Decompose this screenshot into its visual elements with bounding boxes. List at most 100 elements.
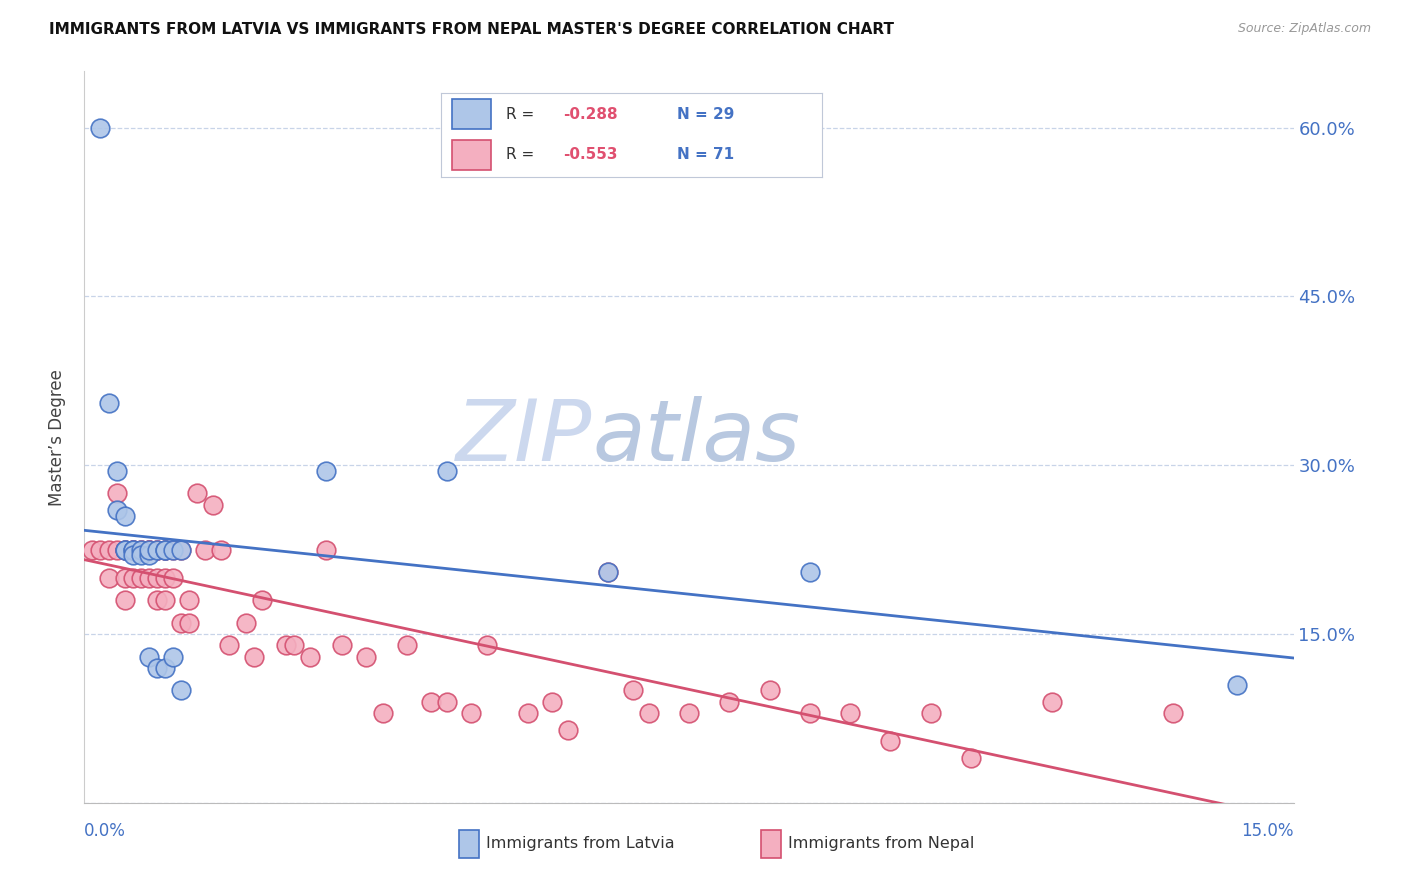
- Point: [153, 542, 176, 557]
- Text: ZIP: ZIP: [456, 395, 592, 479]
- Point: [121, 542, 143, 557]
- Point: [1040, 694, 1063, 708]
- Point: [153, 542, 176, 557]
- Point: [114, 542, 136, 557]
- Y-axis label: Master’s Degree: Master’s Degree: [48, 368, 66, 506]
- Point: [114, 508, 136, 523]
- Point: [799, 565, 821, 579]
- Point: [146, 542, 169, 557]
- Point: [920, 706, 942, 720]
- Point: [121, 542, 143, 557]
- Point: [170, 542, 193, 557]
- Point: [121, 542, 143, 557]
- Text: 15.0%: 15.0%: [1241, 822, 1294, 839]
- Point: [371, 706, 394, 720]
- Point: [598, 565, 620, 579]
- Point: [758, 683, 780, 698]
- Point: [194, 542, 217, 557]
- Point: [557, 723, 579, 737]
- Text: Immigrants from Latvia: Immigrants from Latvia: [486, 837, 675, 851]
- Point: [121, 571, 143, 585]
- Point: [162, 542, 184, 557]
- Point: [718, 694, 741, 708]
- Point: [114, 593, 136, 607]
- Point: [162, 649, 184, 664]
- Point: [146, 593, 169, 607]
- Point: [121, 542, 143, 557]
- Point: [420, 694, 443, 708]
- Point: [153, 571, 176, 585]
- Point: [153, 542, 176, 557]
- Point: [162, 571, 184, 585]
- Text: Source: ZipAtlas.com: Source: ZipAtlas.com: [1237, 22, 1371, 36]
- Point: [138, 542, 160, 557]
- Text: 0.0%: 0.0%: [84, 822, 127, 839]
- Point: [138, 542, 160, 557]
- Point: [170, 615, 193, 630]
- Point: [153, 593, 176, 607]
- Point: [242, 649, 264, 664]
- Point: [89, 542, 111, 557]
- Point: [138, 542, 160, 557]
- Bar: [460, 830, 478, 858]
- Point: [436, 464, 458, 478]
- Point: [598, 565, 620, 579]
- Point: [960, 751, 983, 765]
- Point: [436, 694, 458, 708]
- Point: [114, 542, 136, 557]
- Point: [114, 542, 136, 557]
- Point: [105, 486, 128, 500]
- Point: [274, 638, 297, 652]
- Point: [129, 542, 152, 557]
- Point: [1161, 706, 1184, 720]
- Point: [121, 548, 143, 562]
- Point: [186, 486, 208, 500]
- Point: [541, 694, 564, 708]
- Point: [395, 638, 418, 652]
- Point: [218, 638, 240, 652]
- Point: [129, 542, 152, 557]
- Point: [105, 464, 128, 478]
- Point: [235, 615, 257, 630]
- Point: [179, 615, 201, 630]
- Point: [146, 661, 169, 675]
- Point: [250, 593, 273, 607]
- Point: [89, 120, 111, 135]
- Point: [129, 571, 152, 585]
- Point: [153, 542, 176, 557]
- Point: [105, 542, 128, 557]
- Point: [209, 542, 232, 557]
- Point: [146, 571, 169, 585]
- Point: [129, 542, 152, 557]
- Point: [162, 542, 184, 557]
- Point: [129, 548, 152, 562]
- Point: [315, 542, 337, 557]
- Point: [283, 638, 305, 652]
- Point: [138, 649, 160, 664]
- Point: [153, 661, 176, 675]
- Bar: [762, 830, 780, 858]
- Point: [839, 706, 862, 720]
- Point: [97, 396, 120, 410]
- Text: Immigrants from Nepal: Immigrants from Nepal: [789, 837, 974, 851]
- Point: [678, 706, 700, 720]
- Point: [170, 542, 193, 557]
- Point: [299, 649, 322, 664]
- Point: [799, 706, 821, 720]
- Point: [1226, 678, 1249, 692]
- Point: [114, 571, 136, 585]
- Point: [97, 542, 120, 557]
- Point: [138, 548, 160, 562]
- Point: [114, 542, 136, 557]
- Point: [138, 542, 160, 557]
- Text: atlas: atlas: [592, 395, 800, 479]
- Point: [170, 683, 193, 698]
- Point: [146, 542, 169, 557]
- Point: [460, 706, 482, 720]
- Point: [121, 542, 143, 557]
- Point: [97, 571, 120, 585]
- Point: [105, 503, 128, 517]
- Point: [146, 542, 169, 557]
- Point: [516, 706, 538, 720]
- Point: [621, 683, 644, 698]
